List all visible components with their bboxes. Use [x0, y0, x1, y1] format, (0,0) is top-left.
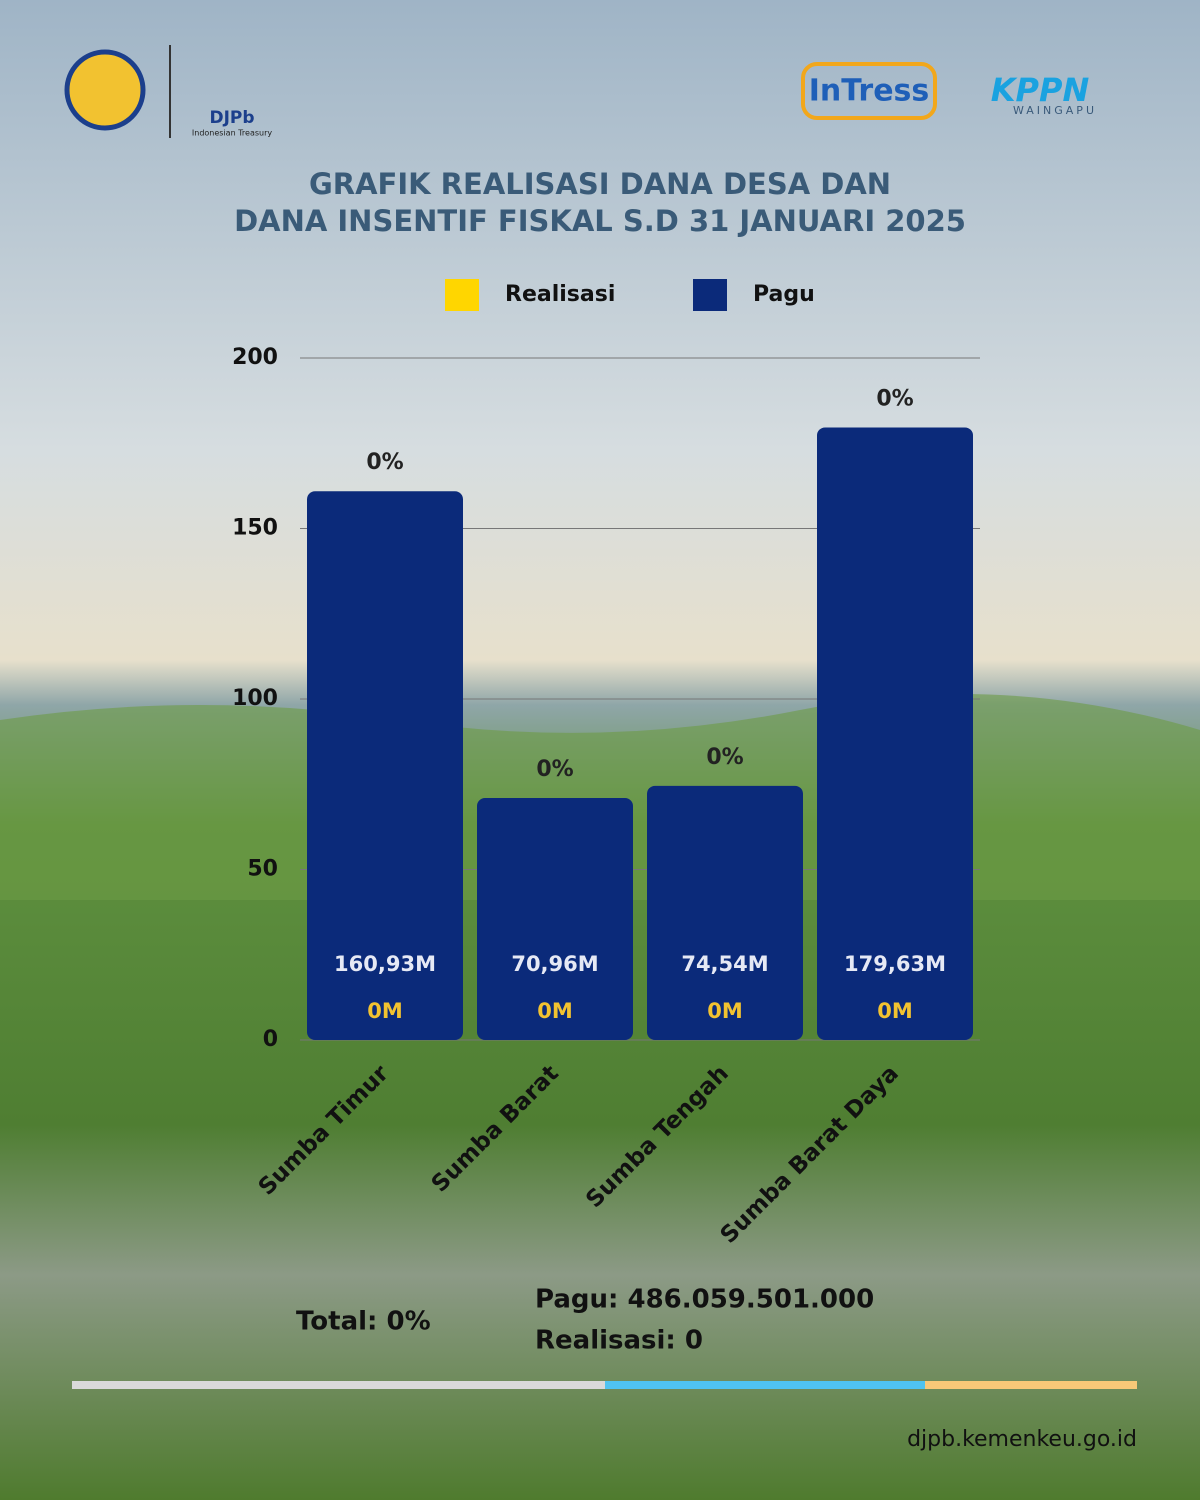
pagu-total: Pagu: 486.059.501.000: [535, 1285, 874, 1315]
legend-label: Pagu: [753, 282, 815, 307]
footer-bar: [605, 1381, 925, 1389]
realisasi-total: Realisasi: 0: [535, 1326, 703, 1356]
value-label: 0M: [877, 999, 913, 1023]
legend-label: Realisasi: [505, 282, 615, 307]
y-tick-label: 100: [232, 686, 278, 711]
logo-text: KPPN: [991, 71, 1090, 109]
logo-text: InTress: [809, 74, 930, 109]
percent-label: 0%: [536, 757, 573, 782]
legend-swatch: [693, 279, 727, 311]
y-tick-label: 150: [232, 516, 278, 541]
chart-title: DANA INSENTIF FISKAL S.D 31 JANUARI 2025: [234, 204, 966, 238]
footer-bar: [72, 1381, 605, 1389]
website: djpb.kemenkeu.go.id: [907, 1427, 1137, 1452]
percent-label: 0%: [366, 450, 403, 475]
percent-label: 0%: [706, 745, 743, 770]
bar: [477, 798, 633, 1040]
footer-bar: [925, 1381, 1137, 1389]
total-text: Total: 0%: [296, 1307, 431, 1337]
logo-subtext: WAINGAPU: [1013, 104, 1097, 117]
value-label: 70,96M: [511, 952, 598, 976]
y-tick-label: 50: [247, 857, 278, 882]
y-tick-label: 200: [232, 345, 278, 370]
value-label: 179,63M: [844, 952, 946, 976]
y-tick-label: 0: [263, 1027, 278, 1052]
logo-text: DJPb: [209, 108, 254, 128]
legend-swatch: [445, 279, 479, 311]
chart-title: GRAFIK REALISASI DANA DESA DAN: [309, 167, 891, 201]
value-label: 0M: [537, 999, 573, 1023]
logo-subtext: Indonesian Treasury: [192, 129, 272, 138]
bar: [647, 785, 803, 1040]
bar: [817, 427, 973, 1041]
value-label: 74,54M: [681, 952, 768, 976]
percent-label: 0%: [876, 386, 913, 411]
kemenkeu-logo: [64, 49, 146, 131]
value-label: 160,93M: [334, 952, 436, 976]
value-label: 0M: [707, 999, 743, 1023]
value-label: 0M: [367, 999, 403, 1023]
intress-frame: [801, 62, 937, 120]
bar: [307, 491, 463, 1040]
